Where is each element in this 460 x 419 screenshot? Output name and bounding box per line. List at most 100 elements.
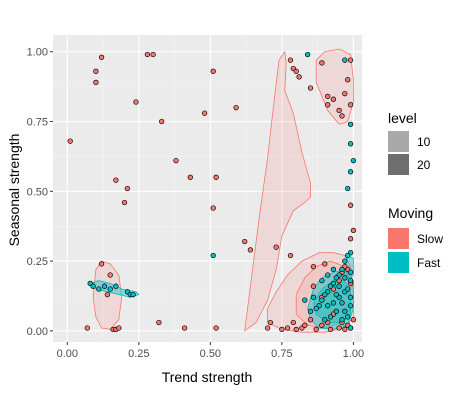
point-slow <box>93 79 99 86</box>
point-fast <box>101 283 108 289</box>
point-slow <box>347 57 354 63</box>
legend-level-label-10: 10 <box>417 135 431 149</box>
point-fast <box>345 314 351 320</box>
legend-moving-label-fast: Fast <box>417 256 441 270</box>
point-slow <box>104 291 111 298</box>
point-fast <box>322 291 328 298</box>
point-slow <box>342 326 348 333</box>
point-fast <box>90 283 96 289</box>
point-fast <box>347 169 354 175</box>
point-slow <box>325 93 331 100</box>
point-slow <box>313 326 319 333</box>
y-tick-label: 0.25 <box>27 256 48 268</box>
x-tick-label: 0.50 <box>200 348 221 360</box>
legend-moving-title: Moving <box>388 205 433 221</box>
point-slow <box>233 104 239 111</box>
point-fast <box>347 277 354 284</box>
point-slow <box>242 238 248 245</box>
point-slow <box>293 68 299 74</box>
legend-moving-swatch-slow <box>388 228 409 249</box>
point-slow <box>181 325 188 331</box>
point-fast <box>339 317 345 323</box>
point-fast <box>302 297 308 303</box>
point-fast <box>319 297 325 303</box>
point-fast <box>327 283 334 289</box>
point-slow <box>213 174 219 180</box>
x-tick-label: 1.00 <box>343 348 364 360</box>
point-slow <box>98 54 105 60</box>
point-fast <box>330 300 337 306</box>
point-fast <box>336 283 342 289</box>
point-fast <box>345 286 351 292</box>
point-fast <box>313 305 319 312</box>
y-tick-label: 0.50 <box>27 186 48 198</box>
y-axis-title: Seasonal strength <box>6 134 22 247</box>
legend-level-swatch-10 <box>388 131 409 152</box>
legend-moving: Moving Slow Fast <box>388 205 443 273</box>
minor-grid <box>53 35 362 342</box>
point-slow <box>330 96 337 102</box>
point-slow <box>296 74 302 80</box>
point-fast <box>310 294 317 300</box>
point-fast <box>130 291 136 298</box>
point-fast <box>327 314 334 320</box>
point-fast <box>107 286 113 292</box>
point-slow <box>336 107 342 114</box>
point-slow <box>84 325 90 331</box>
point-slow <box>116 325 122 331</box>
point-slow <box>210 68 216 74</box>
x-tick-label: 0.00 <box>57 348 78 360</box>
scatter-points <box>67 51 357 333</box>
point-slow <box>325 102 331 108</box>
point-slow <box>302 322 308 328</box>
point-slow <box>307 85 314 91</box>
point-slow <box>213 325 219 331</box>
point-slow <box>319 322 325 328</box>
point-slow <box>290 319 296 326</box>
density-region-slow <box>315 48 354 125</box>
point-slow <box>107 272 113 278</box>
legend-moving-swatch-fast <box>388 252 409 273</box>
point-slow <box>121 199 128 206</box>
x-axis-title: Trend strength <box>162 369 253 385</box>
point-slow <box>350 317 357 323</box>
point-slow <box>113 177 119 183</box>
point-fast <box>330 266 337 273</box>
point-slow <box>144 51 151 58</box>
y-tick-label: 1.00 <box>27 47 48 59</box>
point-slow <box>345 77 351 83</box>
point-slow <box>327 326 334 333</box>
point-fast <box>307 308 314 314</box>
point-slow <box>347 202 354 208</box>
point-fast <box>347 303 354 309</box>
point-slow <box>156 319 162 326</box>
point-fast <box>333 308 339 314</box>
point-slow <box>247 247 254 253</box>
point-fast <box>347 325 354 331</box>
point-fast <box>345 185 351 192</box>
point-slow <box>159 118 165 125</box>
legend-level-swatch-20 <box>388 154 409 175</box>
point-fast <box>339 266 345 273</box>
point-fast <box>322 317 328 323</box>
point-slow <box>310 283 317 289</box>
point-slow <box>133 99 139 105</box>
point-fast <box>96 286 102 292</box>
point-fast <box>339 300 345 306</box>
point-fast <box>347 121 354 127</box>
point-fast <box>342 258 348 264</box>
point-slow <box>98 261 105 267</box>
point-slow <box>201 110 208 116</box>
major-grid <box>53 35 362 342</box>
y-axis-ticks: 0.00 0.25 0.50 0.75 1.00 <box>27 47 53 338</box>
point-fast <box>347 141 354 147</box>
point-fast <box>304 51 311 58</box>
point-fast <box>342 57 348 63</box>
point-slow <box>347 102 354 108</box>
legend-level-title: level <box>388 110 417 126</box>
point-slow <box>310 263 317 270</box>
y-tick-label: 0.75 <box>27 117 48 129</box>
point-slow <box>267 319 274 326</box>
point-slow <box>339 113 345 119</box>
